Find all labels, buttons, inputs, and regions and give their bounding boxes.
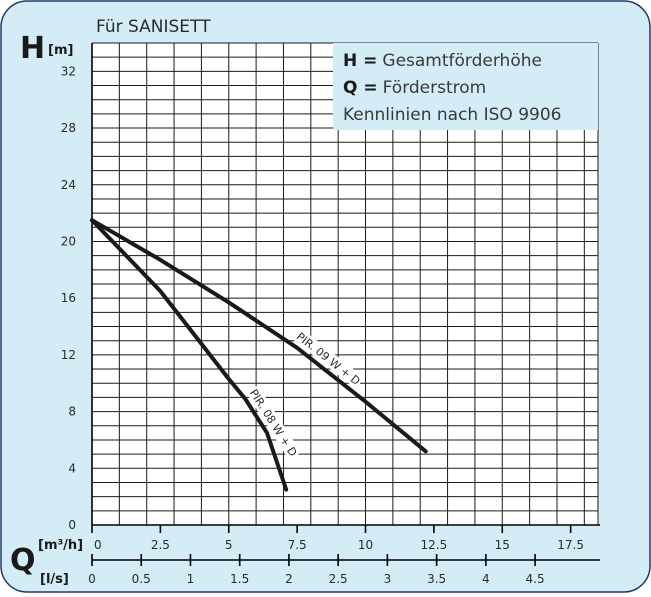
y-tick-label: 16 [61,291,76,305]
x-tick-label-ls: 0.5 [132,572,151,586]
y-tick-label: 28 [61,121,76,135]
y-tick-label: 20 [61,234,76,248]
x-tick-label-ls: 1.5 [230,572,249,586]
x-tick-label-ls: 1 [187,572,195,586]
legend-key-q: Q = [343,78,378,98]
chart-title: Für SANISETT [96,17,211,37]
y-tick-label: 0 [68,518,76,532]
y-axis-letter: H [20,31,45,66]
x-axis-unit-ls: [l/s] [40,572,69,587]
y-axis-unit: [m] [48,43,73,58]
legend-key-h: H = [343,51,377,71]
x-tick-label-m3h: 15 [495,538,510,552]
x-tick-label-ls: 4.5 [526,572,545,586]
x-tick-label-m3h: 5 [225,538,233,552]
x-tick-label-ls: 2 [285,572,293,586]
x-axis-letter: Q [10,543,36,578]
y-tick-label: 8 [68,405,76,419]
x-tick-label-m3h: 0 [94,538,102,552]
legend-line-2: Q =Förderstrom [343,78,486,98]
y-tick-label: 24 [61,178,76,192]
x-tick-label-m3h: 7.5 [288,538,307,552]
x-tick-label-m3h: 2.5 [151,538,170,552]
legend-text-q: Förderstrom [383,78,487,98]
x-axis-unit-m3h: [m³/h] [38,538,83,553]
x-tick-label-ls: 4 [482,572,490,586]
x-tick-label-m3h: 17.5 [557,538,584,552]
y-tick-label: 32 [61,64,76,78]
x-tick-label-ls: 2.5 [329,572,348,586]
x-tick-label-ls: 0 [88,572,96,586]
legend-box: H =Gesamtförderhöhe Q =Förderstrom Kennl… [333,43,598,130]
x-tick-label-ls: 3 [384,572,392,586]
x-tick-label-m3h: 12.5 [421,538,448,552]
legend-standard: Kennlinien nach ISO 9906 [343,105,561,125]
x-tick-label-m3h: 10 [358,538,373,552]
y-tick-label: 4 [68,461,76,475]
y-tick-label: 12 [61,348,76,362]
legend-text-h: Gesamtförderhöhe [382,51,542,71]
legend-line-1: H =Gesamtförderhöhe [343,51,542,71]
x-tick-label-ls: 3.5 [427,572,446,586]
